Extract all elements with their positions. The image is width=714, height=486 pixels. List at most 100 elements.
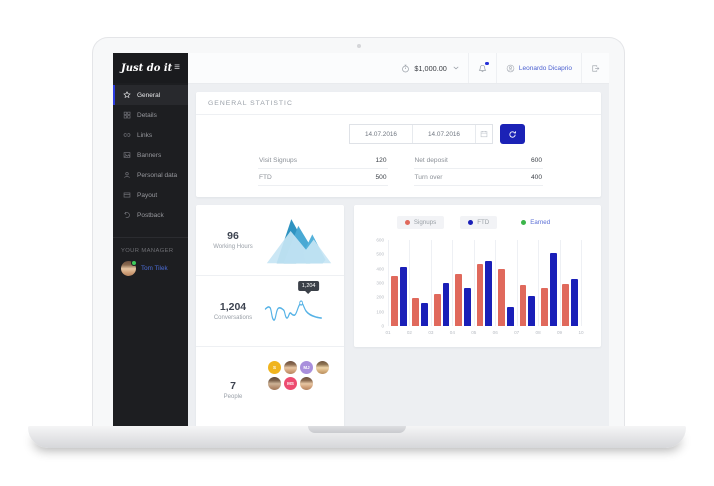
avatar-initials: MS: [284, 377, 297, 390]
bell-icon: [478, 64, 487, 72]
online-status-dot: [131, 260, 137, 266]
sidebar-item-links[interactable]: Links: [113, 125, 188, 145]
x-tick-label: 09: [556, 330, 563, 335]
content-area: GENERAL STATISTIC 14.07.2016 14.07.2016: [188, 84, 609, 426]
legend-label: FTD: [477, 219, 490, 226]
working-hours-section: 96 Working Hours: [196, 205, 344, 276]
legend-item-earned[interactable]: Earned: [513, 216, 558, 229]
bar-signups[interactable]: [476, 264, 484, 326]
refresh-button[interactable]: [500, 124, 525, 144]
conversations-section: 1,204 Conversations 1,204: [196, 276, 344, 347]
legend-item-ftd[interactable]: FTD: [460, 216, 498, 229]
bar-group: [517, 240, 538, 326]
bar-group: [431, 240, 452, 326]
bar-ftd[interactable]: [464, 288, 471, 326]
bar-group: [560, 240, 581, 326]
bar-ftd[interactable]: [571, 279, 579, 326]
gridline: [473, 240, 475, 326]
bar-group: [538, 240, 559, 326]
sidebar-item-personal-data[interactable]: Personal data: [113, 165, 188, 185]
y-tick-label: 0: [381, 323, 384, 329]
image-icon: [123, 151, 131, 159]
balance-amount: $1,000.00: [414, 63, 447, 73]
x-tick-label: 03: [428, 330, 434, 335]
notifications-button[interactable]: [467, 53, 496, 83]
gridline: [516, 240, 518, 326]
avatar-initials: MJ: [300, 361, 313, 374]
avatar-photo: [268, 377, 281, 390]
stat-label: Visit Signups: [259, 157, 297, 164]
bar-group: [409, 240, 430, 326]
stat-value: 600: [530, 157, 542, 164]
date-to-input[interactable]: 14.07.2016: [413, 125, 476, 143]
gridline: [581, 240, 582, 326]
bar-plot: 01 02 03 04 05 06 07 08 09 10 0 100 200 300 400 500 600: [376, 238, 583, 336]
legend-label: Signups: [413, 219, 437, 226]
sidebar-item-details[interactable]: Details: [113, 105, 188, 125]
sidebar-menu: General Details Links Banners Personal data P…: [113, 83, 188, 225]
x-tick-label: 10: [578, 330, 584, 335]
bar-signups[interactable]: [540, 288, 548, 326]
user-menu-button[interactable]: Leonardo Dicaprio: [495, 53, 581, 83]
people-section: 7 People S MJ MS: [196, 347, 344, 426]
sidebar-header: Just do it ≡: [113, 53, 188, 83]
link-icon: [123, 131, 131, 139]
bar-signups[interactable]: [519, 285, 527, 326]
stopwatch-icon: [402, 64, 410, 72]
star-icon: [123, 91, 131, 99]
sidebar-item-postback[interactable]: Postback: [113, 205, 188, 225]
gridline: [452, 240, 454, 326]
summary-card: 96 Working Hours: [196, 205, 344, 426]
y-tick-label: 100: [376, 309, 384, 315]
sidebar-divider: [113, 237, 188, 238]
bar-ftd[interactable]: [506, 307, 514, 326]
sidebar-item-payout[interactable]: Payout: [113, 185, 188, 205]
bar-signups[interactable]: [498, 269, 505, 326]
gridline: [538, 240, 540, 326]
legend-dot: [404, 220, 410, 225]
laptop-base-notch: [308, 426, 406, 433]
bar-signups[interactable]: [455, 274, 463, 326]
bar-signups[interactable]: [433, 293, 441, 326]
user-circle-icon: [506, 64, 515, 72]
sidebar-item-label: Payout: [137, 191, 158, 199]
notification-badge-dot: [485, 61, 489, 65]
y-tick-label: 300: [376, 280, 384, 286]
x-tick-label: 05: [471, 330, 477, 335]
gridline: [559, 240, 561, 326]
bottom-row: 96 Working Hours: [196, 205, 601, 426]
laptop-base: [28, 426, 686, 448]
hamburger-menu-icon[interactable]: ≡: [174, 62, 180, 73]
date-from-input[interactable]: 14.07.2016: [350, 125, 413, 143]
bar-signups[interactable]: [562, 283, 570, 326]
section-title: GENERAL STATISTIC: [196, 92, 601, 115]
stat-value: 400: [530, 174, 542, 181]
sidebar-item-banners[interactable]: Banners: [113, 145, 188, 165]
x-tick-label: 01: [385, 330, 391, 335]
conversations-sparkline: 1,204: [262, 276, 336, 346]
stat-label: FTD: [259, 174, 272, 181]
stats-grid: Visit Signups 120 Net deposit 600 FTD 500 Turn…: [196, 152, 601, 197]
logout-button[interactable]: [581, 53, 609, 83]
avatar-photo: [300, 377, 313, 390]
gridline: [388, 240, 389, 326]
manager-link[interactable]: Tom Tilek: [113, 259, 188, 278]
balance-dropdown[interactable]: $1,000.00: [392, 53, 467, 83]
bar-ftd[interactable]: [442, 283, 450, 326]
bar-ftd[interactable]: [528, 295, 536, 326]
stat-row: Turn over 400: [413, 169, 543, 186]
bar-signups[interactable]: [390, 275, 398, 326]
bar-ftd[interactable]: [485, 260, 493, 326]
sidebar-item-label: Details: [137, 111, 157, 119]
stat-label: Net deposit: [414, 157, 448, 164]
sidebar-item-general[interactable]: General: [113, 85, 188, 105]
legend-item-signups[interactable]: Signups: [396, 216, 445, 229]
bar-ftd[interactable]: [399, 267, 407, 326]
bar-signups[interactable]: [412, 298, 420, 326]
working-hours-label: Working Hours: [213, 244, 253, 250]
bar-ftd[interactable]: [549, 252, 557, 326]
calendar-icon[interactable]: [476, 125, 492, 143]
bar-ftd[interactable]: [421, 303, 429, 326]
stat-row: FTD 500: [258, 169, 388, 186]
